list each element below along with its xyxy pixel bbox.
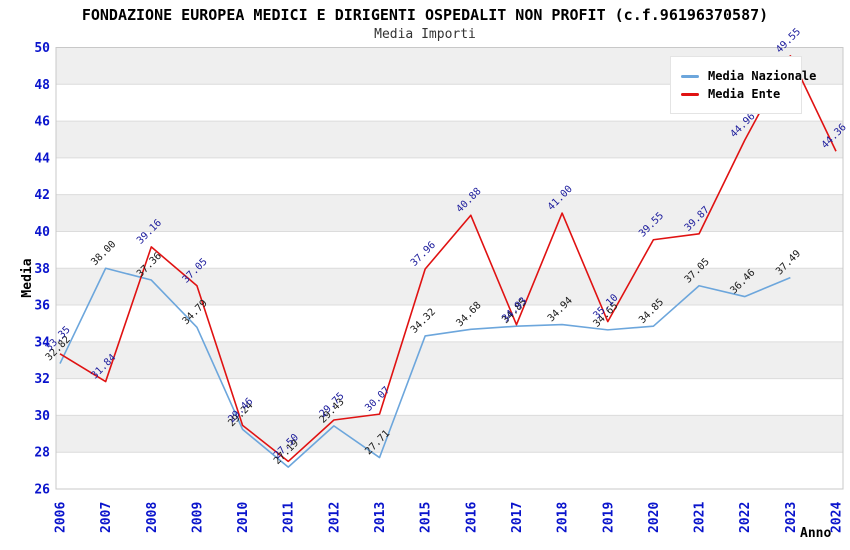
x-tick-label: 2012: [327, 502, 342, 533]
x-tick-label: 2008: [145, 502, 160, 533]
x-tick-label: 2024: [830, 502, 845, 533]
data-label: 30.07: [363, 385, 392, 414]
x-tick-label: 2016: [464, 502, 479, 533]
y-tick-label: 40: [34, 225, 50, 240]
plot-band: [56, 415, 843, 453]
plot-border-rect: [55, 47, 844, 490]
x-tick-label: 2010: [236, 502, 251, 533]
x-tick-label: 2022: [738, 502, 753, 533]
legend-swatch-ente-icon: [681, 92, 699, 96]
chart-subtitle: Media Importi: [374, 27, 476, 42]
x-tick-label: 2011: [282, 502, 297, 533]
data-label: 34.32: [409, 307, 438, 336]
y-tick-label: 38: [34, 262, 50, 277]
y-tick-label: 26: [34, 483, 50, 498]
background-bands: [56, 47, 843, 453]
legend-label-ente: Media Ente: [708, 87, 781, 101]
x-tick-label: 2018: [556, 502, 571, 533]
y-tick-label: 28: [34, 446, 50, 461]
legend: Media Nazionale Media Ente: [670, 56, 816, 114]
x-tick-label: 2009: [190, 502, 205, 533]
x-tick-label: 2007: [99, 502, 114, 533]
data-label: 37.96: [409, 240, 438, 269]
y-tick-label: 50: [34, 41, 50, 56]
plot-band: [56, 341, 843, 379]
y-tick-label: 46: [34, 115, 50, 130]
y-tick-label: 32: [34, 372, 50, 387]
x-tick-label: 2013: [373, 502, 388, 533]
x-tick-label: 2021: [693, 502, 708, 533]
plot-band: [56, 121, 843, 158]
legend-item-media-nazionale: Media Nazionale: [681, 69, 816, 83]
series-lines: [59, 54, 837, 468]
y-tick-label: 30: [34, 409, 50, 424]
x-tick-label: 2023: [784, 502, 799, 533]
x-tick-label: 2020: [647, 502, 662, 533]
plot-band: [56, 194, 843, 232]
x-axis-title: Anno: [800, 526, 831, 541]
x-tick-label: 2019: [601, 502, 616, 533]
y-axis-title: Media: [20, 258, 35, 297]
legend-item-media-ente: Media Ente: [681, 87, 793, 101]
axis-ticks: 26 28 30 32 34 36 38 40 42 44 46 48 50 2006 2007 2008 20…: [34, 41, 844, 533]
x-tick-label: 2015: [419, 502, 434, 533]
legend-swatch-nazionale-icon: [681, 74, 699, 78]
plot-border: [55, 47, 844, 490]
x-tick-label: 2006: [54, 502, 69, 533]
legend-label-nazionale: Media Nazionale: [708, 69, 817, 83]
data-label: 38.00: [89, 239, 118, 268]
y-tick-label: 42: [34, 188, 50, 203]
y-tick-label: 34: [34, 335, 50, 350]
chart-title: FONDAZIONE EUROPEA MEDICI E DIRIGENTI OS…: [81, 6, 769, 24]
series-line-media-ente: [59, 54, 837, 463]
y-tick-label: 36: [34, 299, 50, 314]
y-tick-label: 44: [34, 151, 50, 166]
y-tick-label: 48: [34, 78, 50, 93]
x-tick-label: 2017: [510, 502, 525, 533]
series-line-media-nazionale: [59, 267, 791, 468]
plot-band: [56, 268, 843, 306]
